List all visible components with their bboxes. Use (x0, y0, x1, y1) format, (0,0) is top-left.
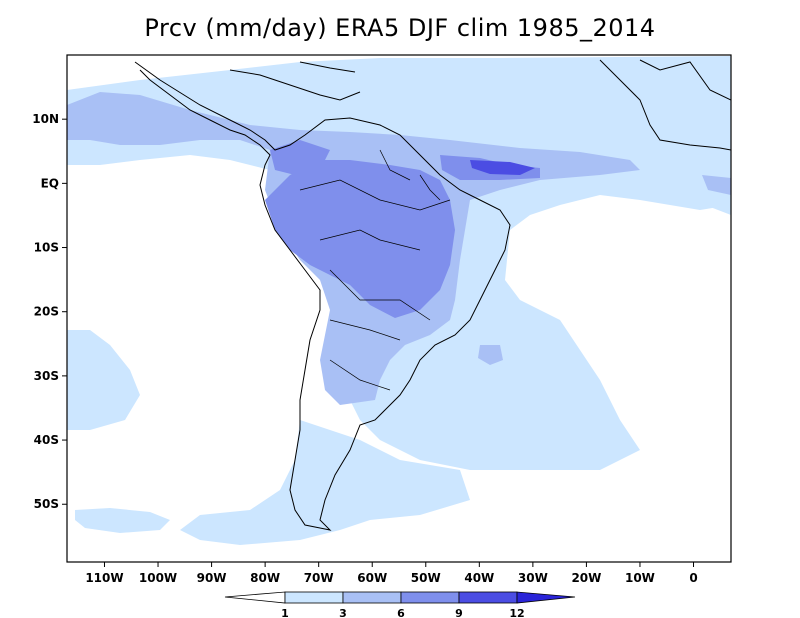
colorbar-label: 9 (455, 607, 463, 618)
colorbar-label: 6 (397, 607, 405, 618)
colorbar-segment-9-12 (458, 591, 518, 604)
lon-tick-label: 100W (139, 571, 177, 585)
colorbar-segment-3-6 (342, 591, 402, 604)
colorbar-label: 1 (281, 607, 289, 618)
lon-tick-label: 80W (250, 571, 280, 585)
colorbar-label: 3 (339, 607, 347, 618)
map-title: Prcv (mm/day) ERA5 DJF clim 1985_2014 (144, 14, 656, 42)
colorbar-under-triangle (224, 591, 286, 604)
lon-tick-label: 40W (464, 571, 494, 585)
lat-tick-label: 20S (34, 305, 59, 319)
colorbar-segment-6-9 (400, 591, 460, 604)
lat-tick-label: 10S (34, 241, 59, 255)
precip-band-9-12 (470, 160, 535, 175)
lon-axis: 110W 100W 90W 80W 70W 60W 50W 40W 30W 20W 10W 0 (85, 562, 698, 585)
lat-axis: 10N EQ 10S 20S 30S 40S 50S (32, 112, 67, 511)
colorbar-over-triangle (516, 591, 576, 604)
precip-field (67, 55, 731, 562)
colorbar-label: 12 (509, 607, 524, 618)
lat-tick-label: 10N (32, 112, 59, 126)
lat-tick-label: 50S (34, 497, 59, 511)
lon-tick-label: 30W (518, 571, 548, 585)
country-borders (299, 149, 451, 391)
lon-tick-label: 20W (571, 571, 601, 585)
lon-tick-label: 60W (357, 571, 387, 585)
lon-tick-label: 110W (85, 571, 123, 585)
coastlines (134, 59, 731, 531)
lon-tick-label: 10W (625, 571, 655, 585)
lat-tick-label: EQ (41, 176, 59, 190)
map-frame (66, 54, 732, 563)
lon-tick-label: 50W (411, 571, 441, 585)
colorbar-segment-1-3 (284, 591, 344, 604)
lon-tick-label: 70W (304, 571, 334, 585)
lat-tick-label: 30S (34, 369, 59, 383)
lat-tick-label: 40S (34, 433, 59, 447)
lon-tick-label: 90W (197, 571, 227, 585)
lon-tick-label: 0 (689, 571, 697, 585)
colorbar: 1 3 6 9 12 (224, 591, 576, 618)
